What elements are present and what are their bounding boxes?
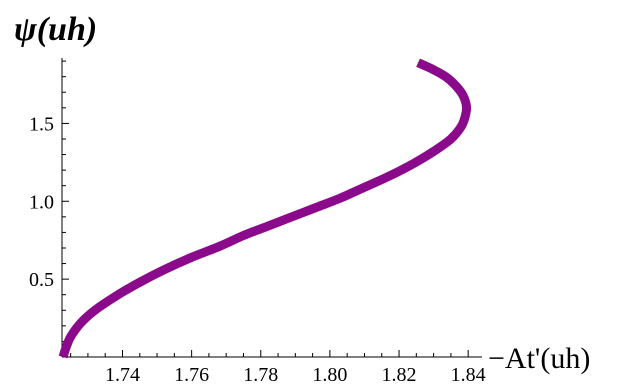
x-tick-label: 1.78 xyxy=(243,364,278,386)
y-axis-title: ψ(uh) xyxy=(14,11,97,48)
x-tick-label: 1.82 xyxy=(382,364,417,386)
x-tick-label: 1.84 xyxy=(451,364,486,386)
x-tick-label: 1.74 xyxy=(105,364,140,386)
x-tick-label: 1.76 xyxy=(174,364,209,386)
ticks: 1.74 1.76 1.78 1.80 1.82 1.84 0.5 1.0 1.5 xyxy=(29,60,486,386)
y-tick-label: 1.5 xyxy=(29,113,54,135)
series-line xyxy=(58,58,472,359)
series-layer xyxy=(58,58,472,359)
axes xyxy=(61,58,482,358)
y-tick-label: 0.5 xyxy=(29,269,54,291)
y-tick-label: 1.0 xyxy=(29,191,54,213)
x-axis-title: −At'(uh) xyxy=(488,342,590,375)
x-tick-label: 1.80 xyxy=(312,364,347,386)
